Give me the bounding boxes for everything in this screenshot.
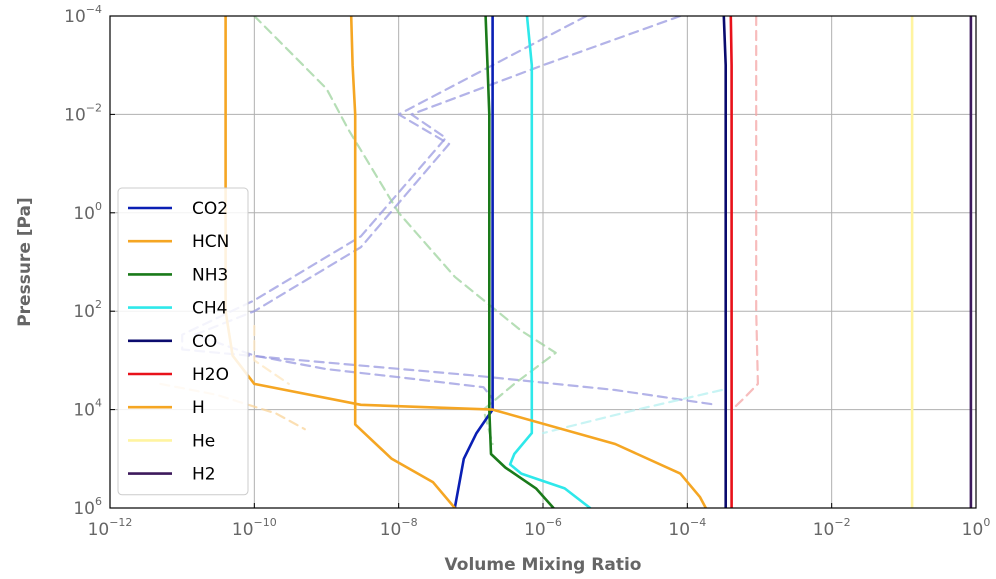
y-axis-ticks: 10−4 10−2 100 102 104 106 xyxy=(64,3,115,519)
y-tick-label-4: 104 xyxy=(73,397,102,421)
x-tick-label-6: 100 xyxy=(962,516,991,540)
x-axis-label: Volume Mixing Ratio xyxy=(445,555,642,575)
x-tick-label-4: 10−4 xyxy=(668,516,706,540)
legend-label-co2: CO2 xyxy=(192,199,228,219)
series-nh3-line xyxy=(484,16,555,508)
y-tick-label-2: 100 xyxy=(73,200,102,224)
legend: CO2 HCN NH3 CH4 CO H2O H He H2 xyxy=(117,187,249,496)
series-dashed-13-line xyxy=(159,382,306,431)
series-h2o-line xyxy=(729,16,733,508)
legend-label-h: H xyxy=(192,398,205,418)
series-dashed-12-line xyxy=(733,16,759,409)
legend-label-ch4: CH4 xyxy=(192,299,227,319)
x-tick-label-2: 10−8 xyxy=(380,516,418,540)
y-tick-label-5: 106 xyxy=(73,495,102,519)
series-co2-line xyxy=(453,16,494,508)
legend-label-nh3: NH3 xyxy=(192,265,228,285)
legend-label-he: He xyxy=(192,431,215,451)
series-co-line xyxy=(722,16,727,508)
series-hcn-line xyxy=(349,16,457,508)
legend-label-co: CO xyxy=(192,332,217,352)
x-axis-ticks: 10−12 10−10 10−8 10−6 10−4 10−2 100 xyxy=(88,503,991,540)
x-tick-label-5: 10−2 xyxy=(813,516,851,540)
legend-label-h2o: H2O xyxy=(192,365,229,385)
series-dashed-14-line xyxy=(253,324,290,385)
y-tick-label-3: 102 xyxy=(73,298,102,322)
x-tick-label-1: 10−10 xyxy=(232,516,277,540)
legend-label-h2: H2 xyxy=(192,465,216,485)
legend-label-hcn: HCN xyxy=(192,232,229,252)
y-axis-label: Pressure [Pa] xyxy=(15,197,35,327)
x-tick-label-0: 10−12 xyxy=(88,516,133,540)
x-tick-label-3: 10−6 xyxy=(524,516,562,540)
y-tick-label-0: 10−4 xyxy=(64,3,102,27)
y-tick-label-1: 10−2 xyxy=(64,101,102,125)
legend-box xyxy=(117,187,249,496)
